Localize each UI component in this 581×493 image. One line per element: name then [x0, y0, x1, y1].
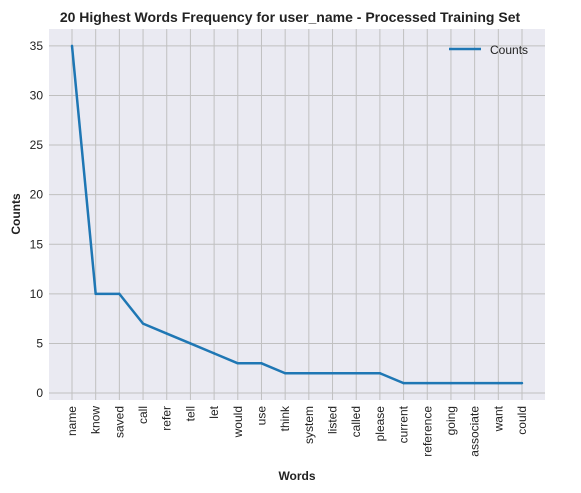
- x-tick-label: called: [349, 406, 363, 437]
- data-point: [94, 293, 96, 295]
- y-tick-label: 5: [36, 336, 43, 350]
- data-point: [237, 362, 239, 364]
- y-tick-label: 20: [30, 188, 44, 202]
- x-tick-label: reference: [420, 406, 434, 457]
- y-tick-label: 10: [30, 287, 44, 301]
- y-tick-label: 15: [30, 237, 44, 251]
- data-point: [426, 382, 428, 384]
- plot-area: [49, 29, 545, 400]
- x-tick-label: think: [278, 405, 292, 431]
- x-axis-label: Words: [278, 469, 315, 483]
- data-point: [118, 293, 120, 295]
- data-point: [284, 372, 286, 374]
- y-axis-ticks: 0 5 10 15 20 25 30 35: [30, 39, 44, 400]
- x-tick-label: would: [231, 406, 245, 438]
- x-tick-label: let: [207, 405, 221, 418]
- data-point: [521, 382, 523, 384]
- x-tick-label: call: [136, 406, 150, 424]
- x-tick-label: want: [491, 405, 505, 432]
- y-tick-label: 30: [30, 88, 44, 102]
- y-tick-label: 0: [36, 386, 43, 400]
- data-point: [308, 372, 310, 374]
- data-point: [450, 382, 452, 384]
- data-point: [213, 352, 215, 354]
- x-tick-label: current: [397, 405, 411, 443]
- x-tick-label: saved: [112, 406, 126, 438]
- y-tick-label: 35: [30, 39, 44, 53]
- x-tick-label: system: [302, 406, 316, 444]
- legend-label-counts: Counts: [490, 43, 528, 57]
- x-tick-label: listed: [326, 406, 340, 434]
- data-point: [166, 332, 168, 334]
- data-point: [142, 322, 144, 324]
- data-point: [71, 45, 73, 47]
- x-tick-label: use: [254, 406, 268, 426]
- data-point: [402, 382, 404, 384]
- data-point: [379, 372, 381, 374]
- x-tick-label: know: [89, 406, 103, 434]
- x-tick-label: name: [65, 406, 79, 436]
- x-tick-label: going: [444, 406, 458, 435]
- data-point: [497, 382, 499, 384]
- data-point: [473, 382, 475, 384]
- data-point: [331, 372, 333, 374]
- x-tick-label: please: [373, 406, 387, 442]
- x-tick-label: associate: [468, 406, 482, 457]
- chart-title: 20 Highest Words Frequency for user_name…: [60, 9, 521, 25]
- x-tick-label: could: [515, 406, 529, 435]
- x-tick-label: refer: [160, 406, 174, 431]
- data-point: [355, 372, 357, 374]
- y-axis-label: Counts: [9, 193, 23, 235]
- x-axis-ticks: name know saved call refer tell let would use thi…: [65, 405, 529, 457]
- x-tick-label: tell: [183, 406, 197, 421]
- data-point: [189, 342, 191, 344]
- y-tick-label: 25: [30, 138, 44, 152]
- data-point: [260, 362, 262, 364]
